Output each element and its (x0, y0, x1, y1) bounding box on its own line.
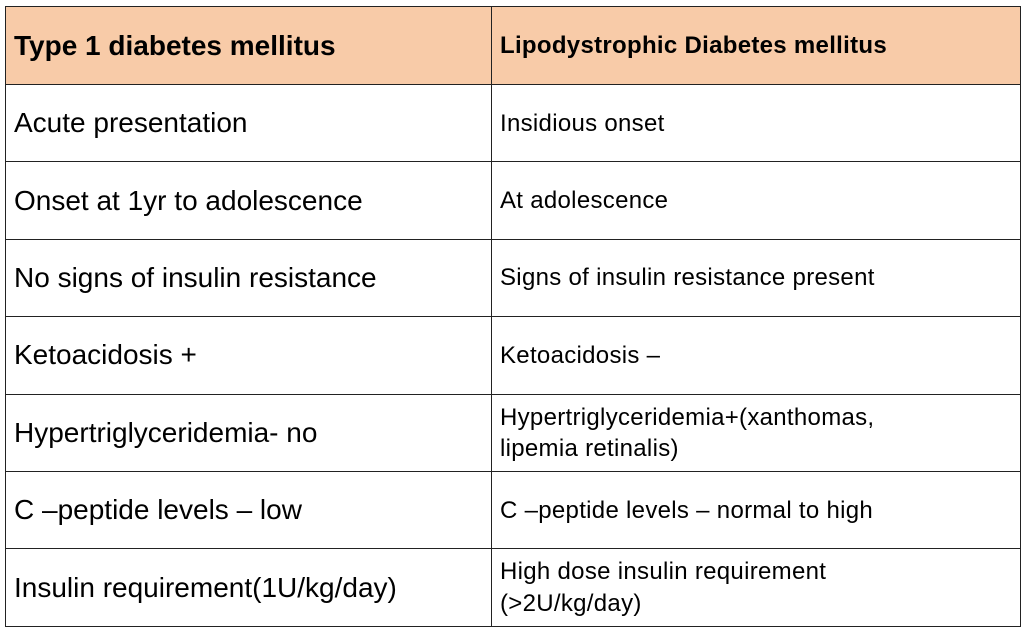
cell-text: Onset at 1yr to adolescence (14, 184, 363, 216)
table-cell: No signs of insulin resistance (5, 238, 492, 318)
cell-text: lipemia retinalis) (500, 434, 679, 462)
cell-text: (>2U/kg/day) (500, 589, 642, 617)
cell-text: Ketoacidosis + (14, 339, 197, 371)
cell-text: Lipodystrophic Diabetes mellitus (500, 31, 888, 59)
cell-text: C –peptide levels – normal to high (500, 496, 874, 524)
cell-text: Hypertriglyceridemia- no (14, 416, 318, 448)
table-cell: Onset at 1yr to adolescence (5, 161, 492, 240)
cell-text: Hypertriglyceridemia+(xanthomas, (500, 403, 875, 431)
cell-text: Type 1 diabetes mellitus (14, 29, 336, 61)
cell-text: Insidious onset (500, 109, 665, 137)
cell-text: Acute presentation (14, 107, 248, 139)
table-cell: C –peptide levels – normal to high (491, 471, 1021, 550)
cell-text: Signs of insulin resistance present (500, 264, 875, 292)
cell-text: No signs of insulin resistance (14, 261, 377, 293)
table-cell: C –peptide levels – low (5, 471, 492, 550)
header-cell: Lipodystrophic Diabetes mellitus (491, 6, 1021, 85)
table-cell: Ketoacidosis – (491, 316, 1021, 395)
table-cell: Signs of insulin resistance present (491, 238, 1021, 318)
table-cell: Insidious onset (491, 84, 1021, 163)
cell-text: At adolescence (500, 186, 669, 214)
table-cell: High dose insulin requirement (>2U/kg/day… (491, 548, 1021, 627)
cell-text: High dose insulin requirement (500, 558, 827, 586)
table-cell: Hypertriglyceridemia- no (5, 393, 492, 472)
table-cell: Ketoacidosis + (5, 316, 492, 395)
header-cell: Type 1 diabetes mellitus (5, 6, 492, 85)
cell-text: Insulin requirement(1U/kg/day) (14, 571, 397, 603)
table-cell: Acute presentation (5, 84, 492, 163)
cell-text: Ketoacidosis – (500, 341, 661, 369)
table-cell: Hypertriglyceridemia+(xanthomas, lipemia … (491, 393, 1021, 472)
cell-text: C –peptide levels – low (14, 494, 302, 526)
table-cell: Insulin requirement(1U/kg/day) (5, 548, 492, 627)
table-cell: At adolescence (491, 161, 1021, 240)
